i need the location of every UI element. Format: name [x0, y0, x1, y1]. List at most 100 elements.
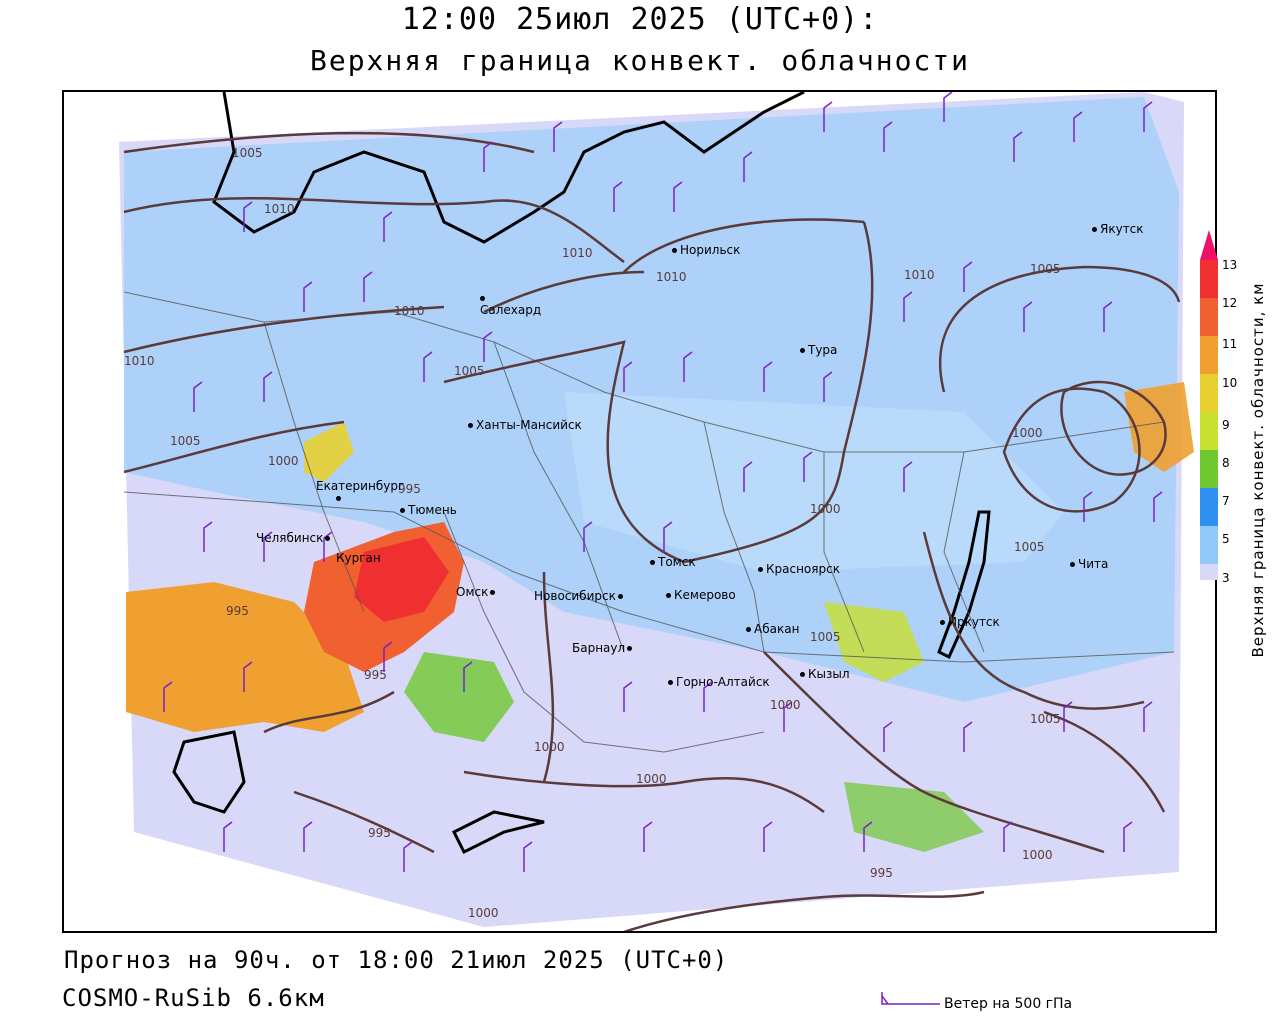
city-marker: [627, 646, 633, 651]
isobar-label: 1010: [394, 304, 425, 318]
city-barnaul: Барнаул: [572, 642, 635, 654]
lake-baikal: [937, 510, 991, 660]
model-name: COSMO-RuSib 6.6км: [62, 984, 325, 1012]
isobar-label: 1005: [1030, 712, 1061, 726]
isobar-label: 1000: [534, 740, 565, 754]
isobar-label: 1010: [264, 202, 295, 216]
city-marker: [672, 248, 677, 253]
colorbar-swatch: [1200, 412, 1218, 450]
wind-barb-legend-icon: [881, 992, 940, 1005]
city-gorno-altaysk: Горно-Алтайск: [668, 676, 770, 688]
isobar-label: 1010: [562, 246, 593, 260]
convective-green-baikal: [824, 602, 924, 682]
city-marker: [746, 627, 751, 632]
city-kyzyl: Кызыл: [800, 668, 850, 680]
isobar-label: 1005: [170, 434, 201, 448]
city-norilsk: Норильск: [672, 244, 740, 256]
city-marker: [1092, 227, 1097, 232]
isobar-label: 1000: [1022, 848, 1053, 862]
isobar-label: 995: [368, 826, 391, 840]
city-tyumen: Тюмень: [400, 504, 457, 516]
wind-legend-label: Ветер на 500 гПа: [944, 996, 1073, 1012]
colorbar-tick: 9: [1222, 418, 1230, 432]
city-marker: [940, 620, 945, 625]
map-canvas: [119, 92, 1194, 931]
city-name: Курган: [336, 551, 381, 565]
isobar-label: 1000: [810, 502, 841, 516]
city-marker: [490, 590, 496, 595]
city-name: Якутск: [1100, 222, 1144, 236]
forecast-map: 1005 1010 1010 1010 1010 1010 1005 1005 …: [62, 90, 1217, 933]
city-name: Томск: [658, 555, 696, 569]
city-marker: [325, 536, 331, 541]
colorbar-tick: 11: [1222, 337, 1238, 351]
city-marker: [758, 567, 763, 572]
city-kurgan: Курган: [336, 552, 381, 564]
map-title-parameter: Верхняя граница конвект. облачности: [309, 44, 970, 77]
isobar-label: 1005: [810, 630, 841, 644]
city-name: Горно-Алтайск: [676, 675, 770, 689]
isobar-label: 1005: [1014, 540, 1045, 554]
city-marker: [400, 508, 405, 513]
wind-barbs: [163, 92, 1163, 872]
city-marker: [1070, 562, 1075, 567]
convective-yellow-east: [1124, 382, 1194, 472]
city-marker: [800, 672, 805, 677]
isobar-label: 1010: [904, 268, 935, 282]
colorbar-top-triangle: [1200, 230, 1218, 260]
city-khanty-mansiysk: Ханты-Мансийск: [468, 419, 582, 431]
isobar-label: 995: [226, 604, 249, 618]
convective-green: [404, 652, 514, 742]
colorbar-swatch: [1200, 526, 1218, 564]
colorbar: [1200, 230, 1218, 580]
city-name: Абакан: [754, 622, 800, 636]
city-tura: Тура: [800, 344, 837, 356]
city-chelyabinsk: Челябинск: [256, 532, 333, 544]
colorbar-swatch: [1200, 336, 1218, 374]
colorbar-tick: 7: [1222, 494, 1230, 508]
city-name: Новосибирск: [534, 589, 616, 603]
city-yakutsk: Якутск: [1092, 223, 1144, 235]
colorbar-tick: 12: [1222, 296, 1238, 310]
city-name: Омск: [456, 585, 489, 599]
isobar-label: 1010: [124, 354, 155, 368]
city-krasnoyarsk: Красноярск: [758, 563, 840, 575]
isobar-label: 1000: [268, 454, 299, 468]
convective-yellow-ural: [304, 422, 354, 482]
isobar-label: 1000: [468, 906, 499, 920]
city-irkutsk: Иркутск: [940, 616, 1000, 628]
city-omsk: Омск: [456, 586, 498, 598]
arctic-coastline: [212, 92, 805, 244]
city-marker: [650, 560, 655, 565]
city-name: Кемерово: [674, 588, 736, 602]
city-name: Екатеринбург: [316, 479, 405, 493]
isobar-label: 995: [398, 482, 421, 496]
colorbar-swatch: [1200, 564, 1218, 580]
isobar-label: 1005: [1030, 262, 1061, 276]
city-name: Челябинск: [256, 531, 324, 545]
city-marker: [800, 348, 805, 353]
city-marker: [617, 594, 623, 599]
city-tomsk: Томск: [650, 556, 696, 568]
colorbar-swatch: [1200, 298, 1218, 336]
city-kemerovo: Кемерово: [666, 589, 736, 601]
city-name: Салехард: [480, 303, 542, 317]
isobar-label: 1000: [1012, 426, 1043, 440]
map-title-time: 12:00 25июл 2025 (UTC+0):: [401, 2, 879, 37]
balkhash-outline: [451, 810, 545, 855]
convective-red-core: [354, 537, 449, 622]
colorbar-swatch: [1200, 260, 1218, 298]
city-novosibirsk: Новосибирск: [534, 590, 626, 602]
convective-green-south: [844, 782, 984, 852]
forecast-info: Прогноз на 90ч. от 18:00 21июл 2025 (UTC…: [64, 946, 729, 974]
city-name: Красноярск: [766, 562, 840, 576]
isobar-label: 995: [870, 866, 893, 880]
isobar-label: 995: [364, 668, 387, 682]
city-name: Тюмень: [408, 503, 457, 517]
city-marker: [480, 296, 485, 301]
city-abakan: Абакан: [746, 623, 799, 635]
city-name: Тура: [808, 343, 838, 357]
isobar-label: 1000: [770, 698, 801, 712]
colorbar-title: Верхняя граница конвект. облачности, км: [1249, 282, 1267, 658]
city-name: Кызыл: [808, 667, 850, 681]
